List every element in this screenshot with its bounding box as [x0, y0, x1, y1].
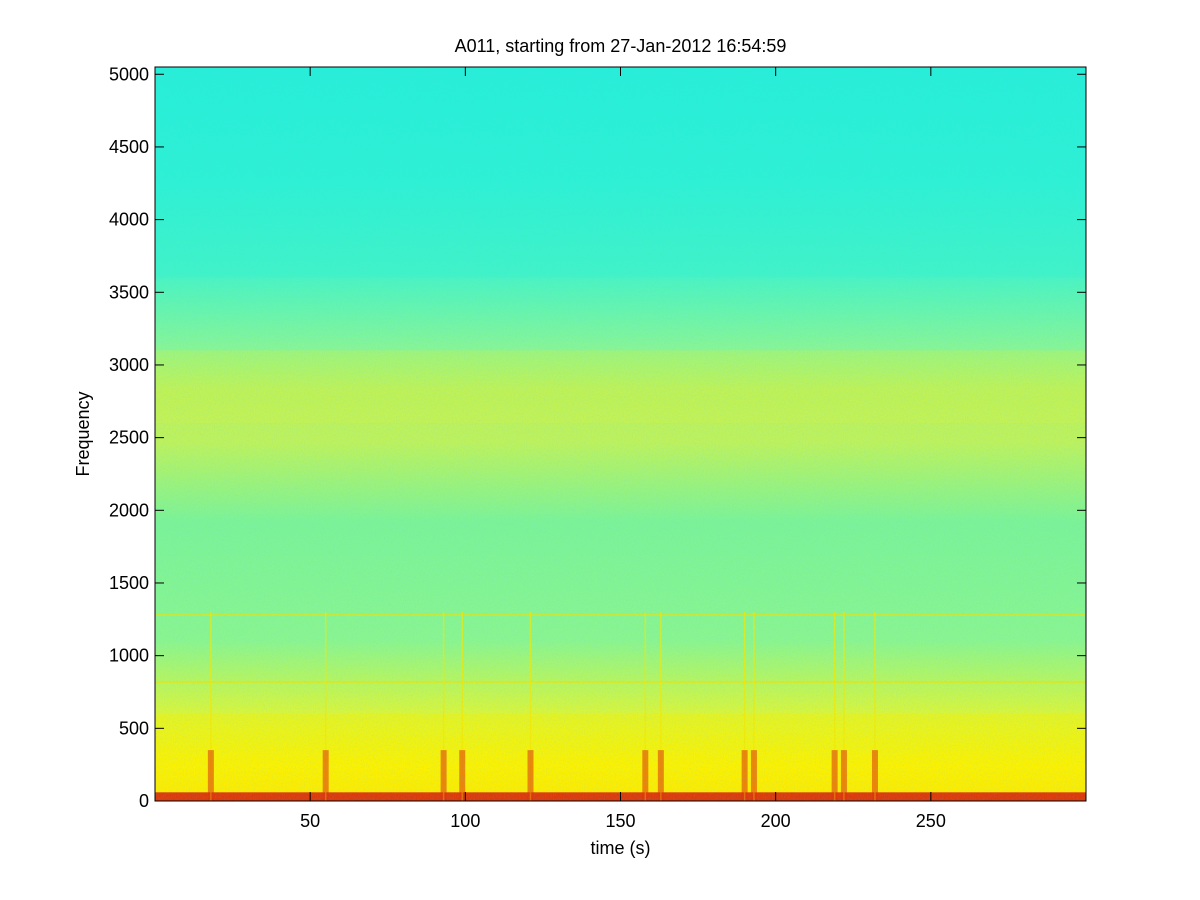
x-axis-ticks: 50 100 150 200 250 [300, 67, 946, 831]
chart-title: A011, starting from 27-Jan-2012 16:54:59 [455, 36, 787, 56]
y-tick-3500: 3500 [109, 282, 1086, 302]
y-tick-1000: 1000 [109, 646, 1086, 666]
y-tick-3000: 3000 [109, 355, 1086, 375]
x-tick-150: 150 [605, 67, 636, 831]
y-axis-label: Frequency [73, 391, 93, 476]
x-tick-label: 150 [605, 811, 635, 831]
y-tick-label: 0 [139, 791, 149, 811]
y-axis-ticks: 0 500 1000 1500 2000 2500 3000 3500 4000 4500 5000 [109, 64, 1086, 811]
x-tick-label: 250 [916, 811, 946, 831]
y-tick-label: 4000 [109, 210, 149, 230]
y-tick-label: 2500 [109, 428, 149, 448]
y-tick-500: 500 [119, 718, 1086, 738]
y-tick-label: 2000 [109, 500, 149, 520]
plot-area [154, 66, 1087, 802]
y-tick-label: 1000 [109, 646, 149, 666]
y-tick-2500: 2500 [109, 428, 1086, 448]
y-tick-1500: 1500 [109, 573, 1086, 593]
y-tick-label: 3000 [109, 355, 149, 375]
spectrogram-noise [155, 67, 1086, 801]
x-tick-100: 100 [450, 67, 480, 831]
x-tick-label: 50 [300, 811, 320, 831]
y-tick-label: 500 [119, 718, 149, 738]
y-tick-2000: 2000 [109, 500, 1086, 520]
x-tick-50: 50 [300, 67, 320, 831]
y-tick-label: 1500 [109, 573, 149, 593]
y-tick-5000: 5000 [109, 64, 1086, 84]
y-tick-label: 3500 [109, 282, 149, 302]
y-tick-4000: 4000 [109, 210, 1086, 230]
y-tick-label: 5000 [109, 64, 149, 84]
x-tick-250: 250 [916, 67, 946, 831]
y-tick-4500: 4500 [109, 137, 1086, 157]
x-tick-200: 200 [761, 67, 791, 831]
y-tick-0: 0 [139, 791, 1086, 811]
x-tick-label: 200 [761, 811, 791, 831]
y-tick-label: 4500 [109, 137, 149, 157]
x-tick-label: 100 [450, 811, 480, 831]
x-axis-label: time (s) [591, 838, 651, 858]
